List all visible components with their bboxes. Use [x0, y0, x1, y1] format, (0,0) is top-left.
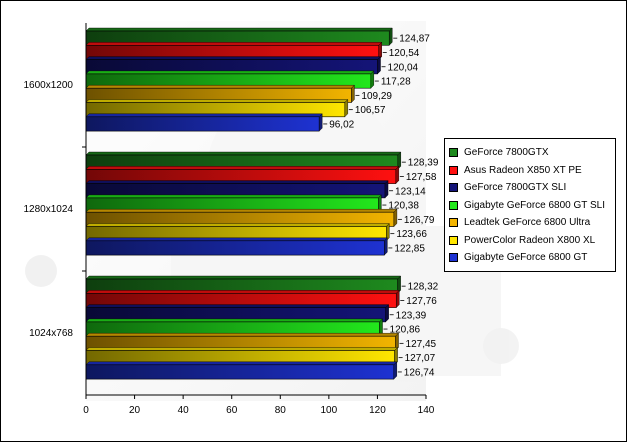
legend-swatch	[449, 253, 458, 263]
bar-side	[386, 223, 390, 242]
bar-side	[395, 332, 399, 351]
bar-top	[85, 333, 400, 337]
legend-item: Leadtek GeForce 6800 Ultra	[449, 214, 611, 232]
bar-side	[393, 361, 397, 380]
x-tick-label: 80	[275, 405, 287, 416]
bar-top	[85, 151, 402, 156]
legend-label: Gigabyte GeForce 6800 GT	[464, 252, 588, 264]
bar	[85, 116, 320, 132]
bar-top	[85, 194, 382, 199]
data-label: 123,14	[395, 186, 426, 197]
legend-label: GeForce 7800GTX	[464, 147, 549, 159]
bar-side	[344, 99, 349, 118]
data-label: 120,38	[388, 201, 419, 212]
bar-side	[394, 347, 398, 366]
bar-side	[397, 275, 401, 294]
bar-side	[384, 237, 388, 256]
data-label: 123,39	[396, 310, 427, 321]
legend-swatch	[449, 235, 458, 245]
bar-side	[397, 151, 402, 170]
legend-item: GeForce 7800GTX SLI	[449, 179, 611, 197]
bar-side	[393, 208, 398, 227]
legend-item: GeForce 7800GTX	[449, 144, 611, 162]
bar-top	[85, 27, 393, 32]
bar-top	[85, 99, 349, 103]
legend-swatch	[449, 200, 458, 210]
category-label: 1280x1024	[24, 204, 74, 215]
data-label: 120,04	[388, 62, 419, 73]
data-label: 96,02	[329, 119, 354, 130]
data-label: 127,07	[405, 353, 436, 364]
bar-top	[85, 56, 382, 60]
legend-label: Gigabyte GeForce 6800 GT SLI	[464, 199, 606, 211]
legend-item: Gigabyte GeForce 6800 GT	[449, 249, 611, 267]
x-tick-label: 0	[83, 405, 89, 416]
bar-side	[395, 165, 400, 185]
data-label: 106,57	[355, 105, 386, 116]
bar-top	[85, 84, 355, 89]
bar-side	[378, 41, 382, 61]
legend-swatch	[449, 165, 458, 175]
bar-top	[85, 237, 388, 242]
bar-side	[384, 180, 389, 199]
bar-side	[370, 70, 375, 89]
x-tick-label: 140	[418, 405, 435, 416]
bar-top	[85, 347, 399, 351]
x-tick-label: 20	[129, 405, 141, 416]
data-label: 127,58	[406, 172, 437, 183]
data-label: 128,32	[408, 282, 439, 293]
data-label: 117,28	[381, 77, 411, 88]
data-label: 109,29	[361, 91, 392, 102]
legend-label: GeForce 7800GTX SLI	[464, 182, 567, 194]
data-label: 120,54	[389, 48, 420, 59]
legend-swatch	[449, 218, 458, 228]
bar-side	[385, 304, 389, 323]
legend-label: Asus Radeon X850 XT PE	[464, 164, 582, 176]
bar-top	[85, 113, 323, 118]
x-tick-label: 40	[178, 405, 190, 416]
bar-top	[85, 166, 400, 170]
bar-side	[377, 56, 381, 75]
bar	[85, 364, 395, 380]
bar-top	[85, 361, 398, 365]
bar-side	[389, 27, 393, 46]
data-label: 120,86	[390, 325, 421, 336]
bar-top	[85, 208, 398, 213]
legend-item: Asus Radeon X850 XT PE	[449, 162, 611, 180]
data-label: 126,74	[404, 367, 435, 378]
legend: GeForce 7800GTX Asus Radeon X850 XT PE GeF…	[444, 138, 616, 272]
legend-label: Leadtek GeForce 6800 Ultra	[464, 217, 591, 229]
data-label: 128,39	[408, 158, 439, 169]
bar-top	[85, 318, 383, 323]
bar-top	[85, 275, 402, 280]
legend-swatch	[449, 148, 458, 158]
bar-top	[85, 304, 390, 308]
bar-top	[85, 42, 383, 46]
data-label: 123,66	[396, 229, 427, 240]
x-tick-label: 100	[321, 405, 338, 416]
category-label: 1600x1200	[24, 80, 74, 91]
legend-item: Gigabyte GeForce 6800 GT SLI	[449, 197, 611, 215]
bar-side	[318, 113, 323, 132]
legend-item: PowerColor Radeon X800 XL	[449, 232, 611, 250]
bar-top	[85, 290, 400, 294]
x-tick-label: 60	[226, 405, 238, 416]
data-label: 126,79	[404, 215, 435, 226]
bar-side	[396, 289, 400, 309]
legend-label: PowerColor Radeon X800 XL	[464, 234, 596, 246]
data-label: 127,45	[406, 339, 437, 350]
bar-top	[85, 180, 389, 184]
data-label: 122,85	[394, 243, 425, 254]
data-label: 127,76	[406, 296, 437, 307]
bar	[85, 240, 385, 256]
bar-side	[351, 84, 355, 103]
category-label: 1024x768	[29, 328, 73, 339]
bar-top	[85, 223, 390, 227]
legend-swatch	[449, 183, 458, 193]
bar-top	[85, 70, 375, 75]
data-label: 124,87	[399, 34, 430, 45]
x-tick-label: 120	[369, 405, 386, 416]
